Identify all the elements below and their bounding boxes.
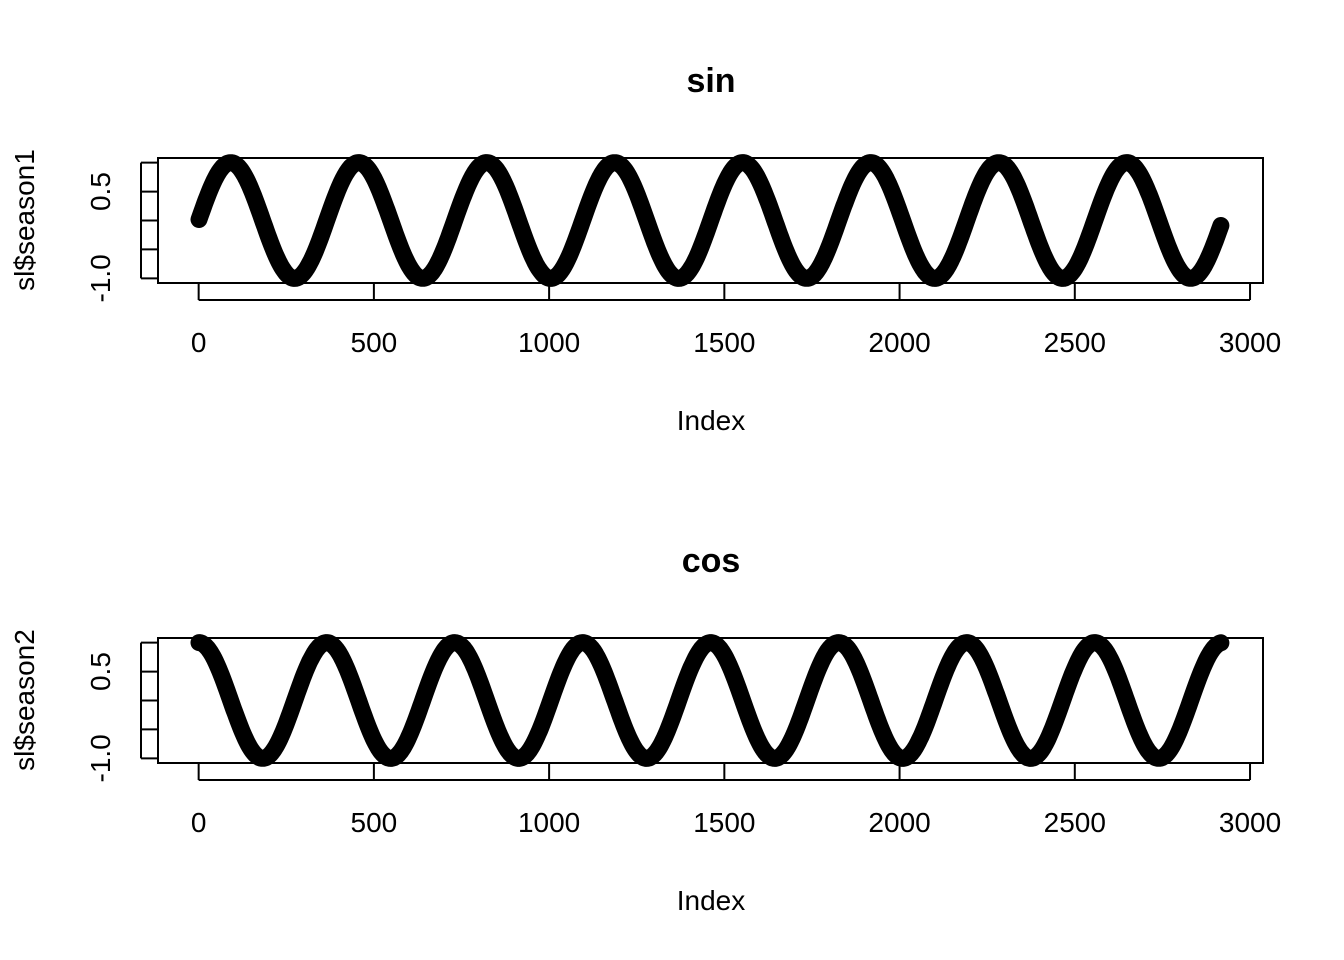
x-tick-label: 2000	[868, 327, 930, 358]
x-tick-label: 0	[191, 327, 207, 358]
x-axis-label: Index	[677, 885, 746, 916]
x-tick-label: 1500	[693, 807, 755, 838]
plot-area: 0 500 1000 1500 2000 2500 3000 -1.0 0.5	[85, 154, 1281, 358]
y-axis-label: sl$season2	[9, 629, 40, 771]
y-tick-label: -1.0	[85, 734, 116, 782]
x-axis-label: Index	[677, 405, 746, 436]
x-tick-label: 1500	[693, 327, 755, 358]
x-tick-label: 1000	[518, 807, 580, 838]
x-tick-label: 500	[351, 807, 398, 838]
x-tick-label: 500	[351, 327, 398, 358]
plot-area: 0 500 1000 1500 2000 2500 3000 -1.0 0.5	[85, 634, 1281, 838]
x-tick-label: 1000	[518, 327, 580, 358]
x-tick-label: 2500	[1044, 327, 1106, 358]
chart-panel-cos: cos Index sl$season2 0 500 1000 1500 2000 250…	[9, 542, 1281, 916]
x-tick-label: 0	[191, 807, 207, 838]
y-tick-label: -1.0	[85, 254, 116, 302]
data-series-cos	[190, 634, 1230, 767]
chart-title: cos	[682, 542, 741, 580]
x-tick-label: 3000	[1219, 807, 1281, 838]
x-tick-label: 3000	[1219, 327, 1281, 358]
data-series-sin	[190, 154, 1230, 287]
y-axis-label: sl$season1	[9, 149, 40, 291]
x-tick-label: 2000	[868, 807, 930, 838]
chart-panel-sin: sin Index sl$season1 0 500 1000 1500 2000 250…	[9, 62, 1281, 436]
y-tick-label: 0.5	[85, 652, 116, 691]
x-tick-label: 2500	[1044, 807, 1106, 838]
chart-title: sin	[686, 62, 735, 100]
y-tick-label: 0.5	[85, 172, 116, 211]
plot-frame	[157, 637, 1264, 764]
